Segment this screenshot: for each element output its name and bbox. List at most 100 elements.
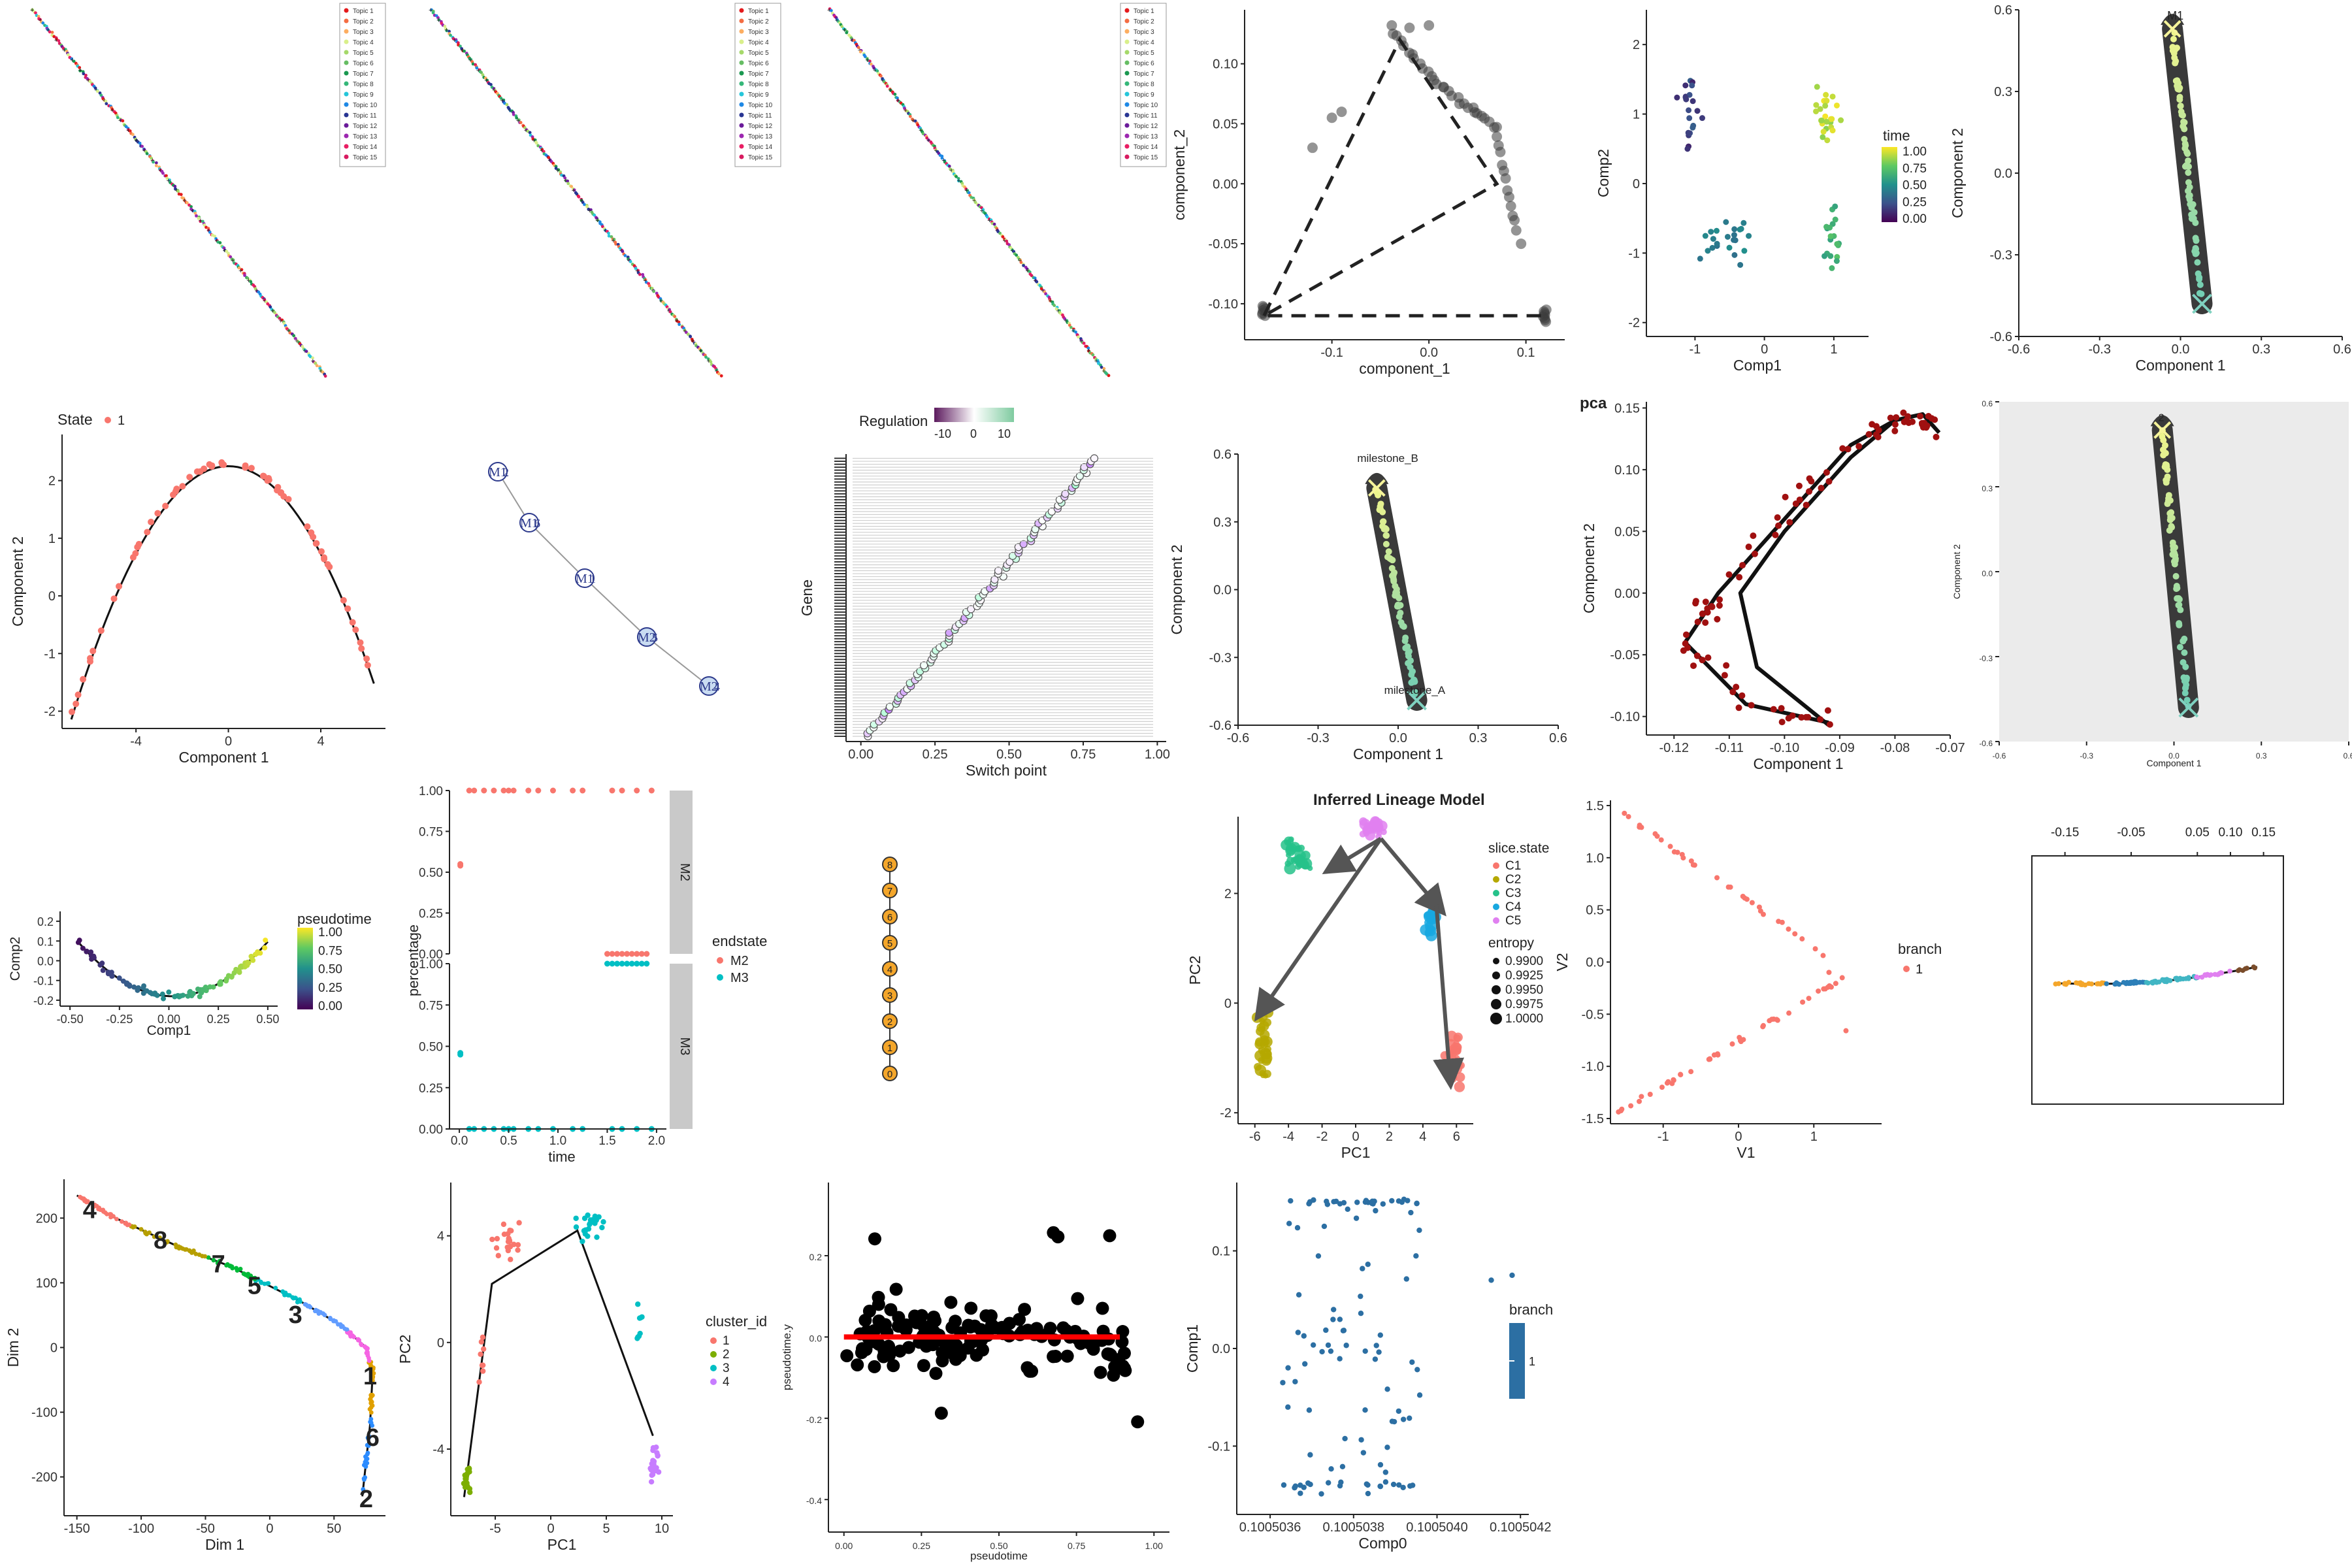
y-tick-label: 2	[48, 474, 56, 489]
node-label: M1	[489, 465, 507, 480]
data-point	[1740, 220, 1747, 226]
legend-swatch	[344, 112, 349, 118]
y-tick-label: 0.3	[1213, 515, 1232, 530]
data-point	[988, 1321, 1002, 1335]
x-axis-label: Comp0	[1358, 1535, 1407, 1552]
y-tick-label: -0.1	[33, 975, 54, 988]
data-point	[875, 69, 879, 73]
x-tick-label: -1	[1689, 342, 1701, 357]
data-point	[368, 1419, 373, 1424]
data-point	[285, 496, 292, 503]
data-point	[515, 1247, 521, 1253]
panel-frame	[2031, 855, 2284, 1105]
data-point	[1019, 261, 1023, 264]
y-tick-label: 0.75	[419, 999, 443, 1013]
y-axis-label: Comp1	[1184, 1324, 1201, 1373]
trajectory-line	[76, 1194, 374, 1497]
y-tick-label: -0.05	[1610, 648, 1640, 662]
data-point	[1364, 1481, 1370, 1487]
data-point	[1018, 1303, 1032, 1316]
data-point	[619, 960, 625, 967]
x-tick-label: 1.00	[1145, 747, 1170, 762]
data-point	[1049, 299, 1052, 302]
data-point	[1394, 592, 1401, 599]
data-point	[463, 1477, 469, 1482]
data-point	[1306, 1407, 1313, 1413]
topic-marker: +	[38, 16, 42, 24]
x-tick-label: 4	[317, 734, 324, 749]
data-point	[259, 472, 267, 480]
panel-p11: -0.12 -0.11 -0.10 -0.09 -0.08 -0.07 -0.10 -0.05…	[1580, 395, 1965, 772]
legend-swatch	[1493, 917, 1499, 924]
data-point	[140, 144, 144, 148]
data-point	[1829, 93, 1836, 100]
data-point	[974, 1323, 988, 1337]
data-point	[358, 645, 365, 652]
milestone-end	[2178, 697, 2199, 718]
x-axis-label: V1	[1737, 1144, 1755, 1161]
data-point	[241, 1271, 246, 1276]
legend-title: State	[57, 411, 93, 428]
colorbar-tick-label: 0.25	[318, 981, 342, 995]
data-point	[2172, 573, 2180, 580]
data-point	[549, 787, 556, 794]
data-point	[1325, 1480, 1331, 1486]
milestone-end	[1407, 690, 1427, 711]
legend-swatch	[344, 81, 349, 86]
data-point	[1389, 1198, 1395, 1204]
data-point	[917, 1359, 930, 1373]
y-tick-label: 0.2	[809, 1252, 823, 1262]
legend-entry: Topic 2	[1134, 18, 1154, 25]
data-point	[1705, 248, 1711, 254]
legend-title: cluster_id	[706, 1313, 767, 1330]
data-point	[74, 691, 82, 698]
y-tick-label: 200	[36, 1211, 57, 1226]
data-point	[516, 1220, 522, 1226]
data-point	[1383, 532, 1390, 539]
data-point	[2074, 980, 2079, 986]
data-point	[2062, 981, 2067, 987]
data-point	[304, 523, 311, 531]
data-point	[152, 160, 155, 164]
data-point	[951, 1349, 965, 1363]
topic-marker: +	[926, 137, 930, 144]
data-point	[650, 286, 654, 290]
data-point	[1739, 562, 1746, 569]
data-point	[1688, 858, 1694, 864]
data-point	[1740, 894, 1746, 900]
data-point	[134, 544, 141, 551]
data-point	[1760, 1022, 1766, 1028]
data-point	[2180, 638, 2187, 645]
node-label: M1	[520, 516, 538, 531]
data-point	[1295, 854, 1304, 862]
data-point	[110, 595, 118, 602]
topic-marker: +	[827, 7, 831, 14]
milestone-label: milestone_A	[1384, 684, 1446, 696]
x-tick-label: 6	[1453, 1130, 1460, 1144]
lineage-arrow	[1254, 837, 1383, 1022]
data-point	[1659, 1085, 1665, 1090]
data-point	[1699, 115, 1705, 122]
topic-marker: +	[508, 106, 512, 114]
data-point	[1416, 1392, 1423, 1398]
data-point	[1424, 899, 1431, 907]
data-point	[1825, 478, 1833, 485]
x-tick-label: -5	[489, 1522, 501, 1536]
switch-point	[1075, 472, 1084, 480]
data-point	[893, 92, 897, 96]
legend-swatch	[344, 144, 349, 149]
data-point	[1826, 721, 1833, 728]
y-tick-label: 0.10	[1614, 463, 1640, 478]
data-point	[600, 225, 604, 229]
legend-swatch	[710, 1379, 717, 1385]
data-point	[1767, 1018, 1772, 1024]
data-point	[1798, 714, 1805, 721]
legend-swatch	[710, 1351, 717, 1358]
data-point	[967, 191, 971, 195]
data-point	[607, 231, 610, 235]
data-point	[186, 474, 193, 481]
data-point	[504, 1244, 510, 1250]
data-point	[1710, 236, 1716, 242]
data-point	[1731, 252, 1738, 258]
